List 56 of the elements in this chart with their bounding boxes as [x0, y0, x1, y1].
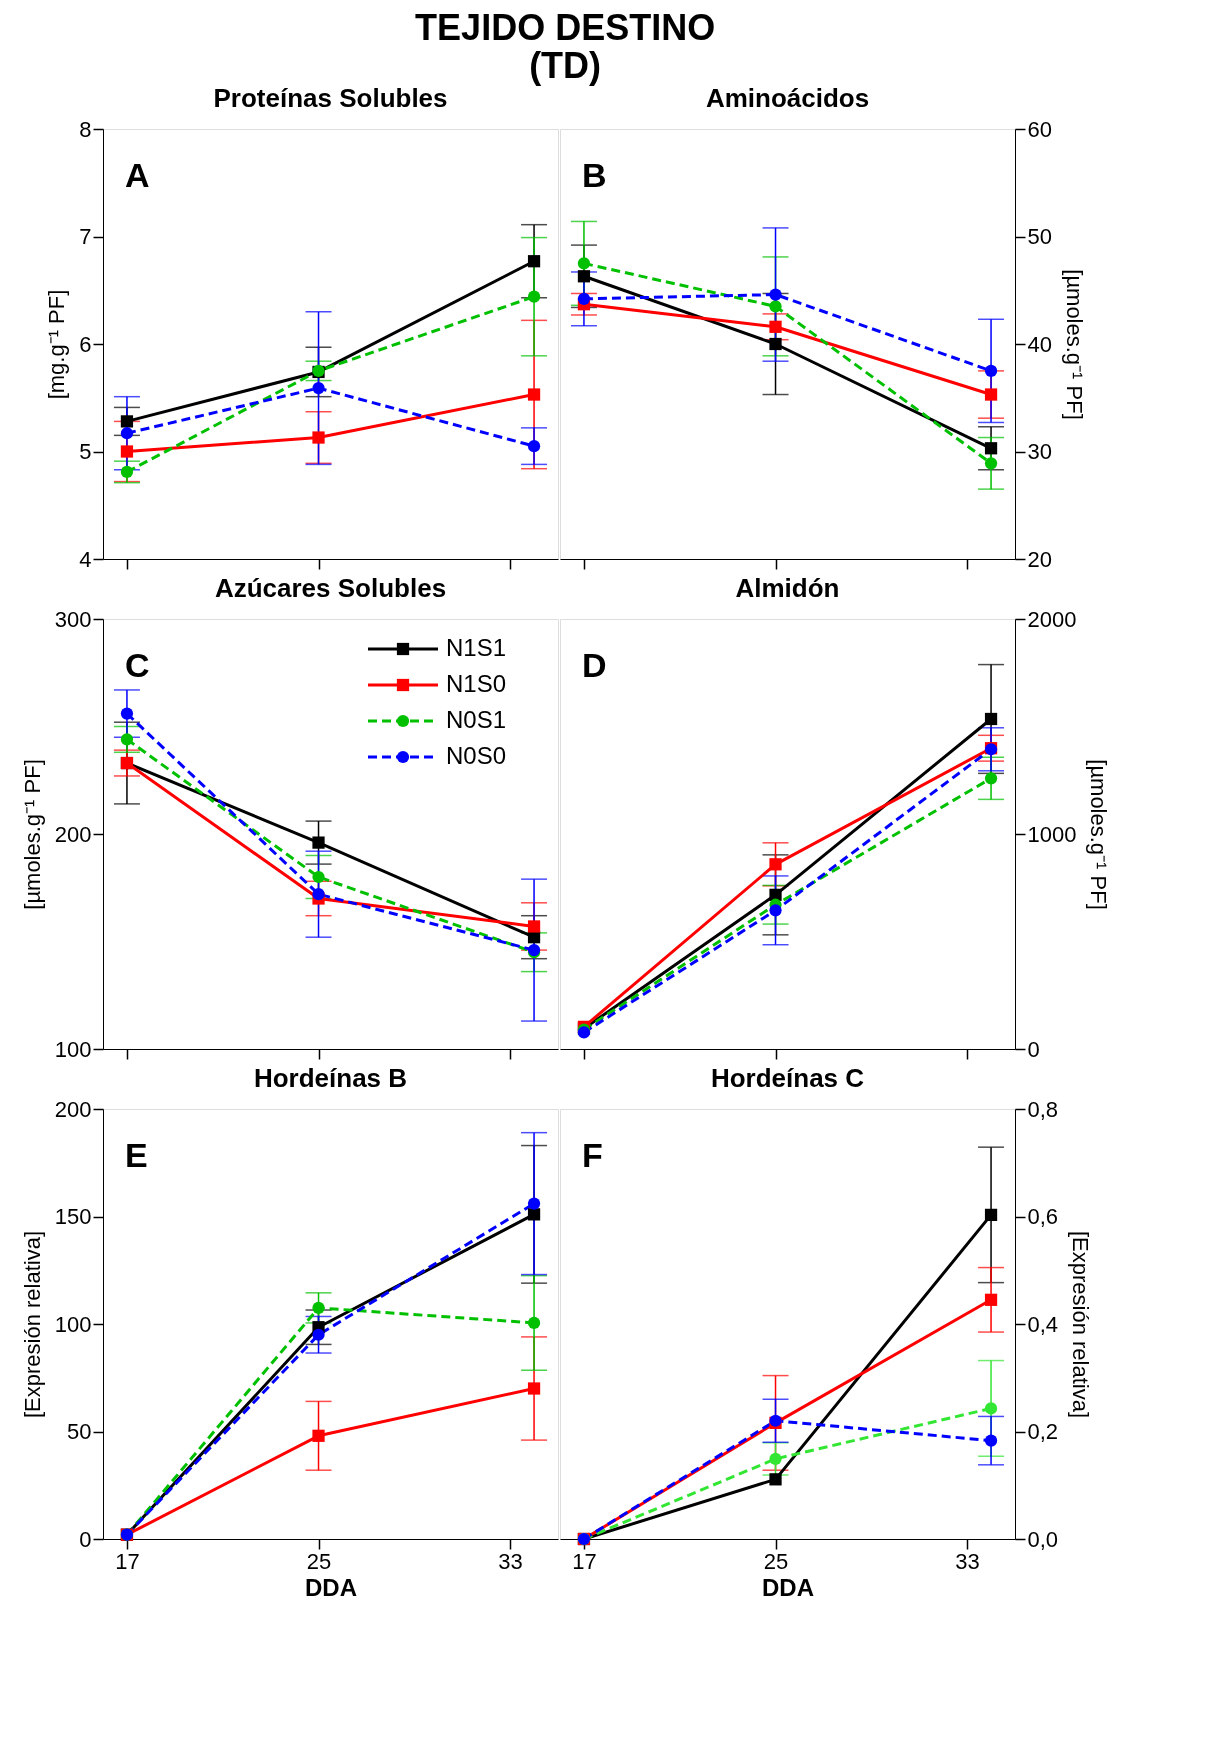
annotation: A: [125, 156, 150, 194]
y-tick-label: 0: [79, 1526, 92, 1552]
y-axis-title: [Expresión relativa]: [1068, 1230, 1094, 1419]
x-axis-title: DDA: [305, 1573, 357, 1601]
x-tick-label: 17: [572, 1548, 597, 1574]
y-tick-label: 4: [79, 546, 92, 572]
x-tick-label: 33: [498, 1548, 523, 1574]
x-tick-label: 17: [115, 1548, 140, 1574]
x-axis-title: DDA: [762, 1573, 814, 1601]
annotation: E: [125, 1136, 148, 1174]
y-tick-label: 20: [1027, 546, 1052, 572]
y-tick-label: 30: [1027, 439, 1052, 464]
y-tick-label: 0,8: [1027, 1096, 1059, 1122]
y-tick-label: 50: [1027, 224, 1052, 249]
y-axis-title: [µmoles.g⁻¹ PF]: [19, 759, 45, 910]
y-tick-label: 40: [1027, 331, 1052, 357]
y-tick-label: 100: [54, 1311, 92, 1337]
chart-title: Azúcares Solubles: [214, 573, 447, 603]
y-tick-label: 2000: [1027, 606, 1077, 632]
y-tick-label: 300: [54, 606, 92, 632]
y-tick-label: 0,4: [1027, 1311, 1059, 1337]
legend-label: N0S0: [446, 742, 507, 769]
annotation: F: [582, 1136, 603, 1174]
chart-title: Almidón: [735, 573, 840, 603]
y-tick-label: 0,6: [1027, 1204, 1059, 1229]
y-axis-title: [Expresión relativa]: [19, 1230, 45, 1419]
y-tick-label: 0: [1027, 1036, 1040, 1062]
y-tick-label: 7: [79, 224, 92, 249]
y-tick-label: 150: [54, 1204, 92, 1229]
annotation: B: [582, 156, 607, 194]
y-tick-label: 8: [79, 116, 92, 142]
y-axis-title: [mg.g⁻¹ PF]: [44, 289, 70, 400]
y-tick-label: 200: [54, 1096, 92, 1122]
chart-title: Hordeínas C: [710, 1063, 865, 1093]
y-axis-title: [µmoles.g⁻¹ PF]: [1086, 759, 1112, 910]
chart-title: Aminoácidos: [705, 83, 870, 113]
y-tick-label: 200: [54, 821, 92, 847]
legend-label: N0S1: [446, 706, 507, 733]
y-tick-label: 0,2: [1027, 1419, 1059, 1444]
y-tick-label: 6: [79, 331, 92, 357]
x-tick-label: 33: [955, 1548, 980, 1574]
chart-title: Proteínas Solubles: [213, 83, 448, 113]
annotation: D: [582, 646, 607, 684]
annotation: C: [125, 646, 150, 684]
legend-label: N1S1: [446, 634, 507, 661]
y-tick-label: 50: [67, 1419, 92, 1444]
x-tick-label: 25: [306, 1548, 332, 1574]
y-tick-label: 60: [1027, 116, 1052, 142]
y-tick-label: 1000: [1027, 821, 1077, 847]
y-tick-label: 5: [79, 439, 92, 464]
chart-title: Hordeínas B: [253, 1063, 408, 1093]
y-tick-label: 100: [54, 1036, 92, 1062]
x-tick-label: 25: [763, 1548, 789, 1574]
y-axis-title: [µmoles.g⁻¹ PF]: [1061, 269, 1087, 420]
y-tick-label: 0,0: [1027, 1526, 1059, 1552]
legend-label: N1S0: [446, 670, 507, 697]
